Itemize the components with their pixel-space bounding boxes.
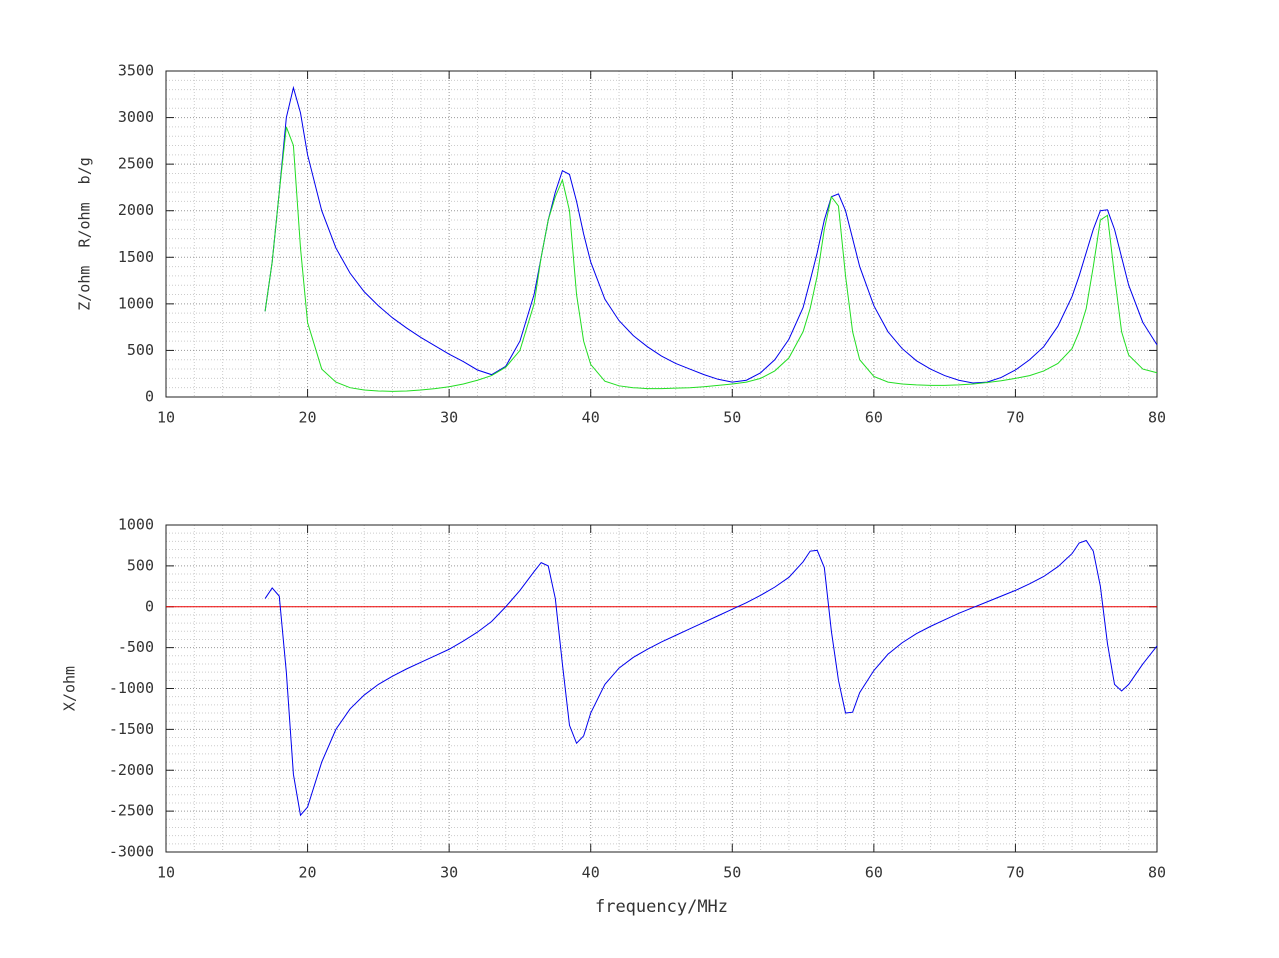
y-tick-label: -2500 — [109, 802, 154, 820]
x-tick-label: 10 — [157, 409, 175, 427]
y-axis-label: Z/ohm R/ohm b/g — [76, 157, 94, 311]
x-tick-label: 60 — [865, 409, 883, 427]
y-tick-label: 0 — [145, 388, 154, 406]
data-line — [264, 85, 1158, 384]
data-line — [264, 539, 1158, 817]
y-tick-label: 2500 — [118, 155, 154, 173]
plot-frame — [165, 70, 1158, 398]
y-tick-label: -2000 — [109, 761, 154, 779]
data-line — [264, 126, 1158, 392]
y-tick-label: -3000 — [109, 843, 154, 861]
y-tick-label: -1500 — [109, 720, 154, 738]
x-tick-label: 80 — [1148, 864, 1166, 882]
x-tick-label: 40 — [582, 864, 600, 882]
y-axis-label: X/ohm — [61, 666, 79, 711]
y-tick-label: 3500 — [118, 62, 154, 80]
y-tick-label: -500 — [118, 638, 154, 656]
x-tick-label: 30 — [440, 409, 458, 427]
y-tick-label: 1000 — [118, 516, 154, 534]
x-tick-label: 60 — [865, 864, 883, 882]
y-tick-label: 0 — [145, 597, 154, 615]
y-tick-label: 3000 — [118, 108, 154, 126]
x-tick-label: 50 — [723, 864, 741, 882]
x-tick-label: 40 — [582, 409, 600, 427]
x-tick-label: 10 — [157, 864, 175, 882]
y-tick-label: -1000 — [109, 679, 154, 697]
x-tick-label: 20 — [299, 409, 317, 427]
x-axis-label: frequency/MHz — [595, 897, 728, 917]
y-tick-label: 500 — [127, 341, 154, 359]
x-tick-label: 20 — [299, 864, 317, 882]
x-tick-label: 50 — [723, 409, 741, 427]
x-tick-label: 70 — [1006, 409, 1024, 427]
x-tick-label: 30 — [440, 864, 458, 882]
y-tick-label: 1000 — [118, 294, 154, 312]
y-tick-label: 500 — [127, 556, 154, 574]
x-tick-label: 70 — [1006, 864, 1024, 882]
y-tick-label: 2000 — [118, 201, 154, 219]
y-tick-label: 1500 — [118, 248, 154, 266]
plot-frame — [165, 524, 1158, 853]
x-tick-label: 80 — [1148, 409, 1166, 427]
